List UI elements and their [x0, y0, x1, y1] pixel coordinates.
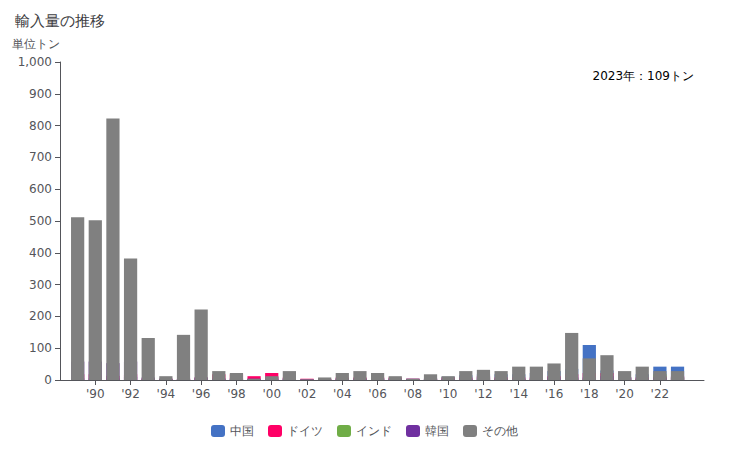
- svg-text:'16: '16: [545, 387, 564, 401]
- svg-text:2023年：109トン: 2023年：109トン: [593, 69, 694, 83]
- svg-text:'02: '02: [298, 387, 317, 401]
- svg-text:'10: '10: [439, 387, 458, 401]
- svg-text:インド: インド: [356, 424, 392, 438]
- svg-text:単位トン: 単位トン: [12, 37, 60, 51]
- svg-text:100: 100: [29, 341, 52, 355]
- svg-text:その他: その他: [482, 424, 518, 438]
- svg-text:1,000: 1,000: [18, 55, 52, 69]
- svg-text:'98: '98: [227, 387, 246, 401]
- svg-text:'90: '90: [86, 387, 105, 401]
- svg-text:600: 600: [29, 182, 52, 196]
- svg-text:'20: '20: [615, 387, 634, 401]
- svg-text:'04: '04: [333, 387, 352, 401]
- svg-text:800: 800: [29, 119, 52, 133]
- svg-text:300: 300: [29, 278, 52, 292]
- svg-text:ドイツ: ドイツ: [287, 424, 323, 438]
- svg-text:500: 500: [29, 214, 52, 228]
- svg-text:400: 400: [29, 246, 52, 260]
- svg-text:700: 700: [29, 150, 52, 164]
- svg-text:900: 900: [29, 87, 52, 101]
- svg-text:韓国: 韓国: [425, 424, 449, 438]
- svg-text:'06: '06: [368, 387, 387, 401]
- svg-text:中国: 中国: [230, 424, 254, 438]
- svg-text:0: 0: [44, 373, 52, 387]
- svg-text:'18: '18: [580, 387, 599, 401]
- svg-text:'92: '92: [121, 387, 140, 401]
- svg-text:'22: '22: [651, 387, 670, 401]
- svg-text:'94: '94: [157, 387, 176, 401]
- svg-text:'12: '12: [474, 387, 493, 401]
- svg-text:'14: '14: [509, 387, 528, 401]
- svg-text:'08: '08: [404, 387, 423, 401]
- svg-text:輸入量の推移: 輸入量の推移: [15, 12, 105, 30]
- svg-text:'00: '00: [262, 387, 281, 401]
- svg-text:200: 200: [29, 309, 52, 323]
- svg-text:'96: '96: [192, 387, 211, 401]
